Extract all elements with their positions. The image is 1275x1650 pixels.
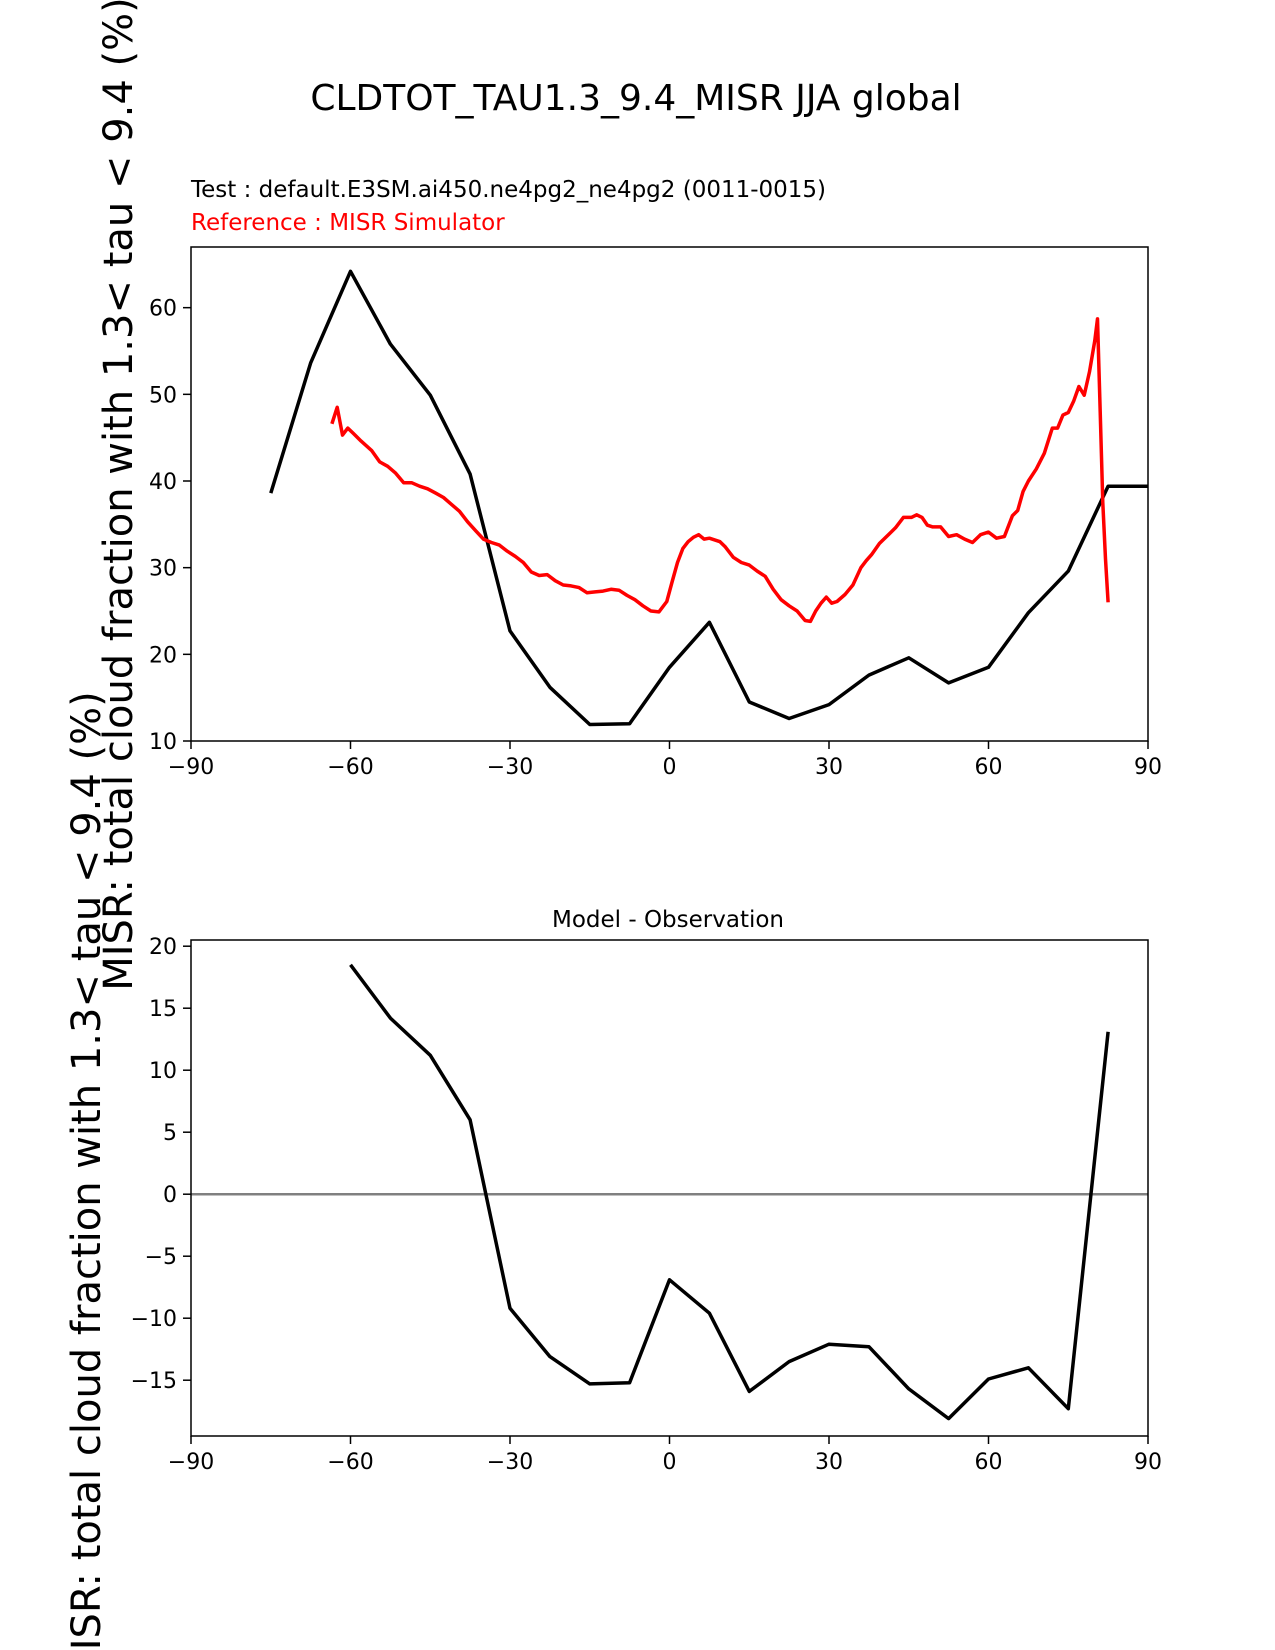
bottom-chart-x-ticks: −90 −60 −30 0 30 60 90 — [168, 1436, 1162, 1475]
top-chart-x-tick-label: −30 — [487, 755, 533, 780]
reference-label: Reference : MISR Simulator — [191, 210, 505, 236]
top-chart-y-tick-label: 40 — [149, 470, 177, 495]
bottom-chart-y-tick-label: −5 — [145, 1245, 177, 1270]
bottom-chart-x-tick-label: −90 — [168, 1450, 214, 1475]
top-chart-x-tick-label: −60 — [327, 755, 373, 780]
top-chart-y-ticks: 10 20 30 40 50 60 — [149, 297, 191, 755]
top-chart-x-tick-label: 90 — [1134, 755, 1162, 780]
bottom-chart-y-tick-label: 5 — [163, 1121, 177, 1146]
bottom-chart-y-tick-label: −10 — [131, 1307, 177, 1332]
bottom-chart-series-1-line — [349, 963, 1110, 1421]
bottom-chart-title: Model - Observation — [552, 907, 784, 933]
bottom-chart-x-tick-label: 0 — [663, 1450, 677, 1475]
bottom-chart-x-tick-label: 30 — [815, 1450, 843, 1475]
bottom-chart-y-tick-label: 0 — [163, 1183, 177, 1208]
top-chart-x-tick-label: 60 — [975, 755, 1003, 780]
bottom-chart-x-tick-label: −30 — [487, 1450, 533, 1475]
bottom-chart-y-ticks: −15 −10 −5 0 5 10 15 20 — [131, 935, 191, 1394]
figure-title: CLDTOT_TAU1.3_9.4_MISR JJA global — [310, 78, 961, 119]
top-chart-y-axis-label: MISR: total cloud fraction with 1.3< tau… — [96, 0, 142, 991]
top-chart-y-tick-label: 60 — [149, 297, 177, 322]
bottom-chart-y-tick-label: 20 — [149, 935, 177, 960]
bottom-chart-y-tick-label: −15 — [131, 1369, 177, 1394]
test-label: Test : default.E3SM.ai450.ne4pg2_ne4pg2 … — [190, 177, 826, 203]
top-chart-series-layer — [269, 269, 1148, 727]
bottom-chart-x-tick-label: 90 — [1134, 1450, 1162, 1475]
top-chart-y-tick-label: 10 — [149, 730, 177, 755]
top-chart-y-tick-label: 20 — [149, 643, 177, 668]
bottom-chart-series-layer — [349, 963, 1110, 1421]
bottom-chart: Model - Observation −90 −60 −30 0 30 60 90 −15… — [64, 691, 1162, 1650]
top-chart-x-tick-label: 0 — [663, 755, 677, 780]
bottom-chart-y-tick-label: 15 — [149, 997, 177, 1022]
top-chart-x-ticks: −90 −60 −30 0 30 60 90 — [168, 741, 1162, 780]
top-chart-y-tick-label: 50 — [149, 383, 177, 408]
top-chart-x-tick-label: −90 — [168, 755, 214, 780]
top-chart-series-1-line — [269, 269, 1148, 727]
top-chart-y-tick-label: 30 — [149, 557, 177, 582]
bottom-chart-y-axis-label: MISR: total cloud fraction with 1.3< tau… — [64, 691, 110, 1650]
bottom-chart-y-tick-label: 10 — [149, 1059, 177, 1084]
top-chart-x-tick-label: 30 — [815, 755, 843, 780]
bottom-chart-x-tick-label: 60 — [975, 1450, 1003, 1475]
bottom-chart-x-tick-label: −60 — [327, 1450, 373, 1475]
top-chart: −90 −60 −30 0 30 60 90 10 20 30 40 50 60 MISR: tota… — [96, 0, 1162, 991]
top-chart-series-2-line — [330, 317, 1110, 624]
